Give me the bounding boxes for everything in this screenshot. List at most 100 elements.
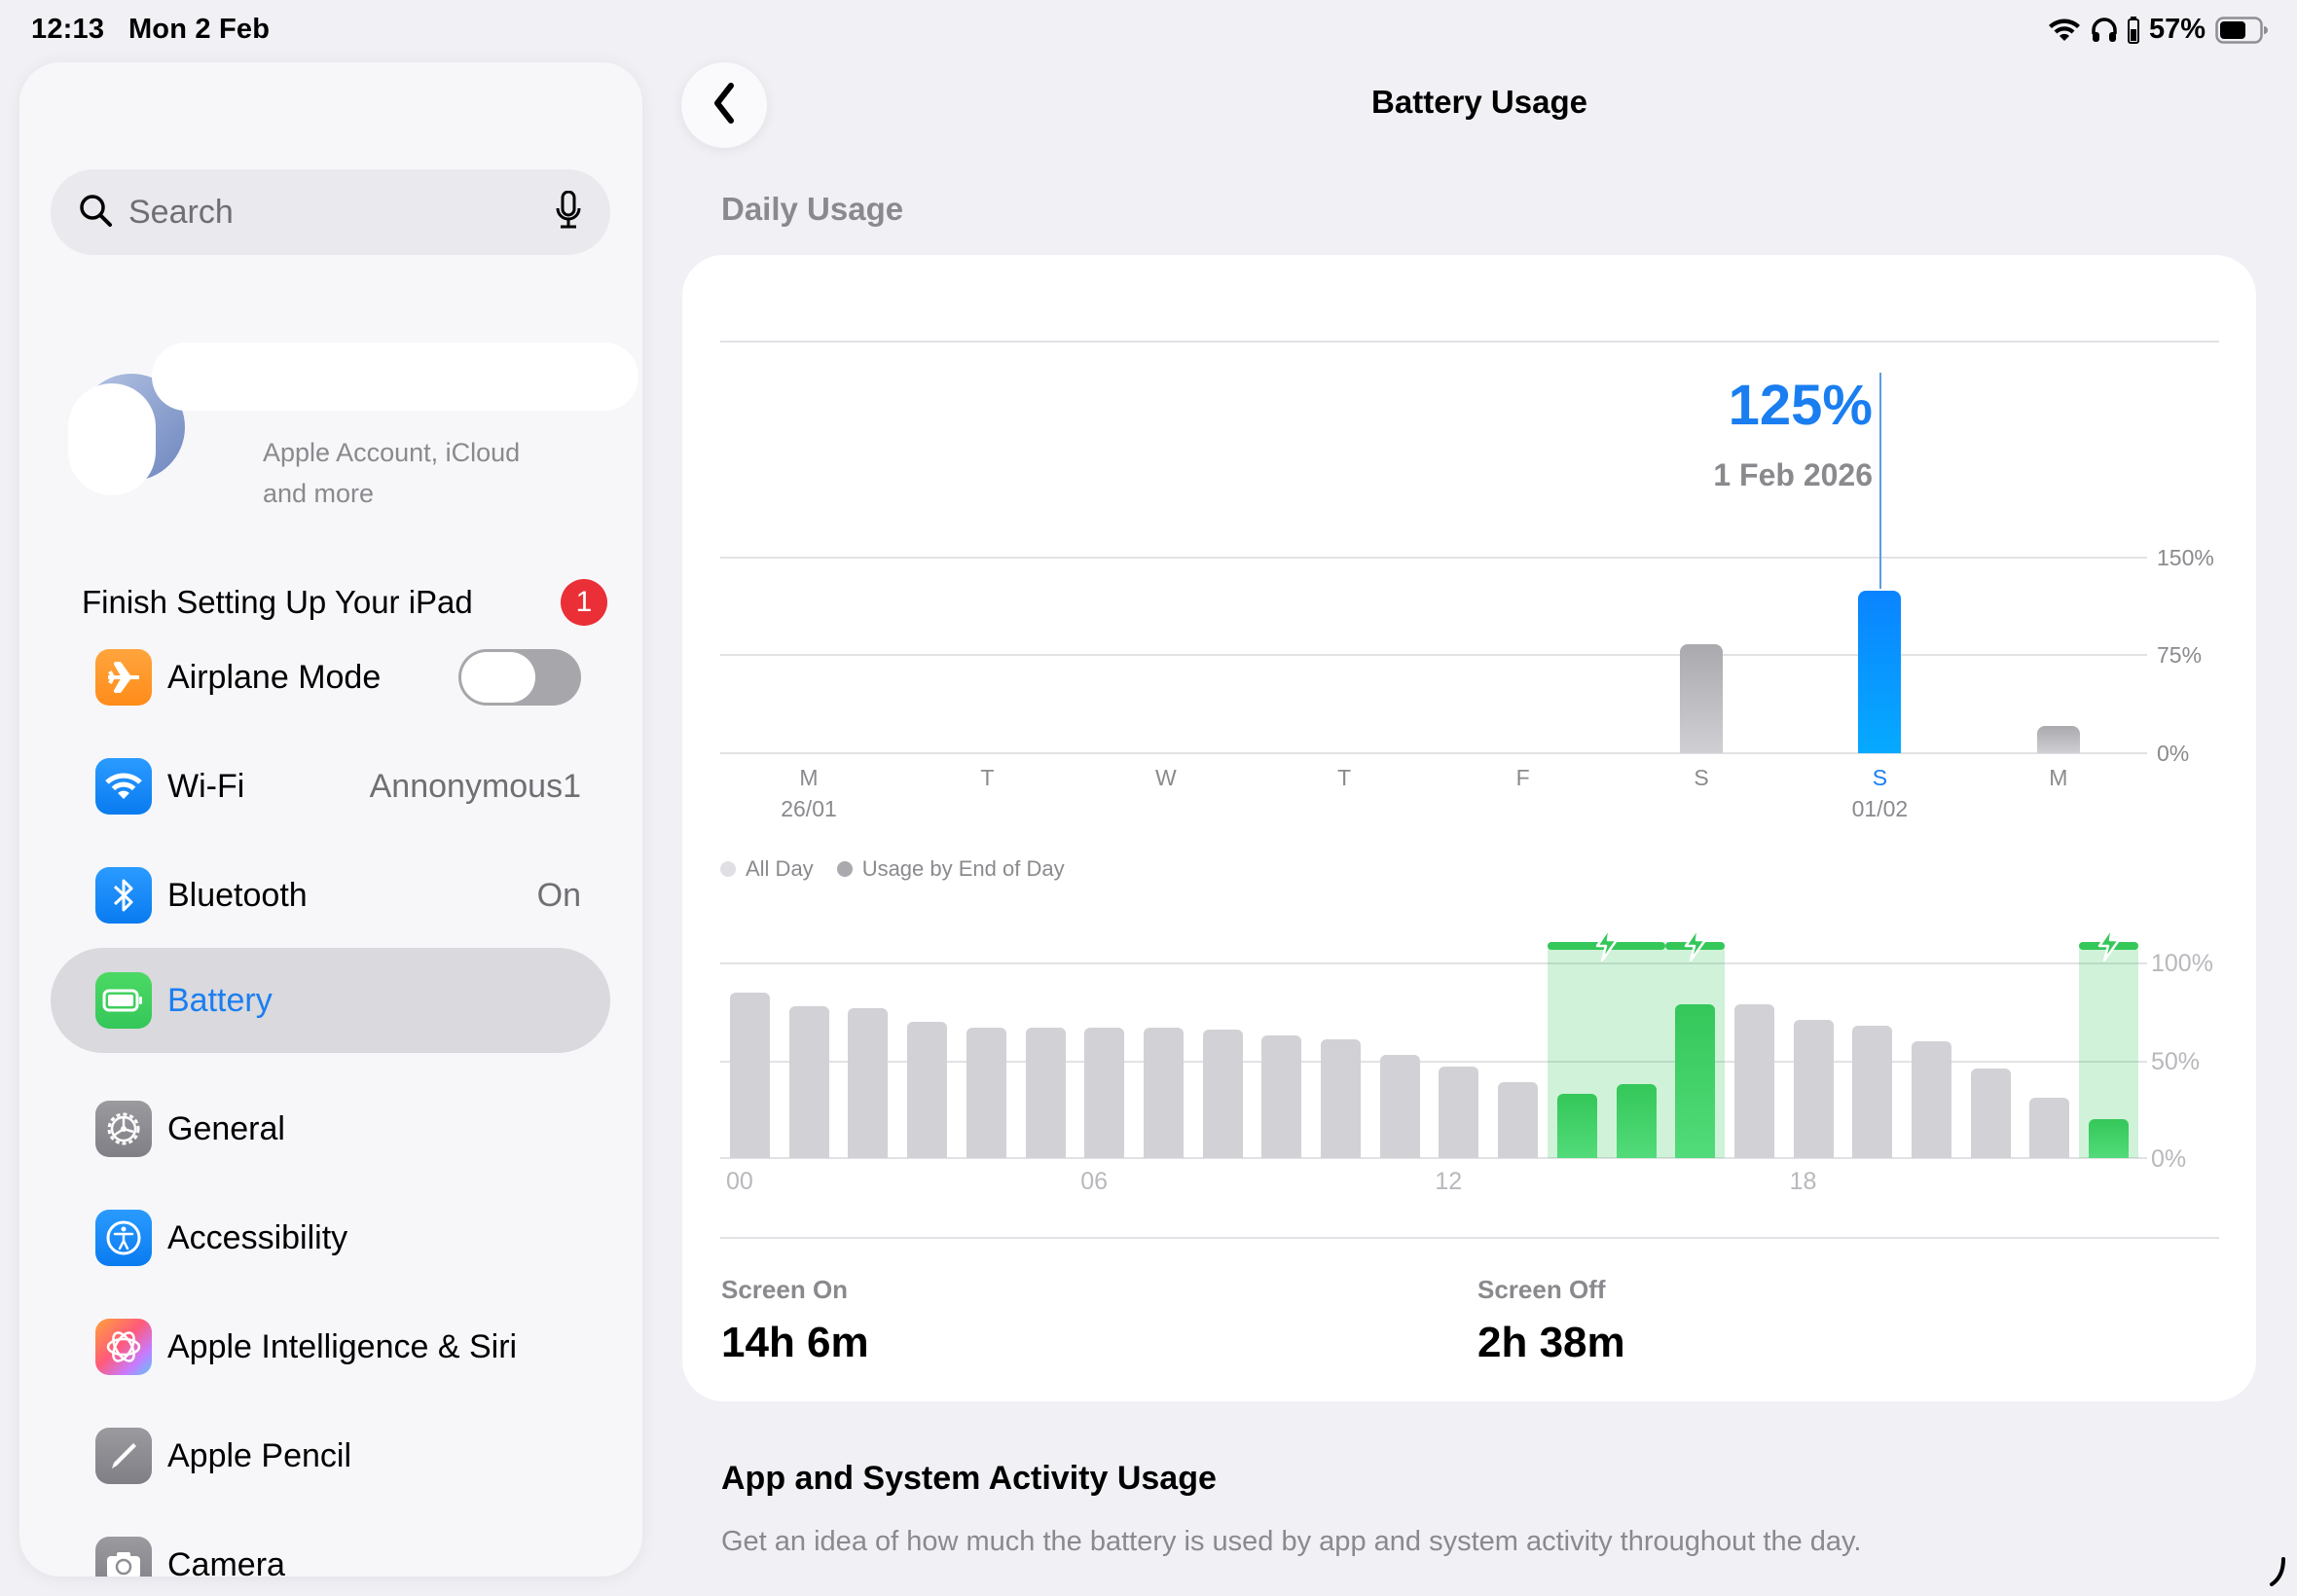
finish-setup-label: Finish Setting Up Your iPad bbox=[82, 584, 473, 620]
hourly-bar[interactable] bbox=[788, 1006, 829, 1158]
status-indicators: 57% bbox=[2048, 14, 2268, 46]
legend-dot-usage-end-of-day bbox=[836, 861, 853, 877]
hourly-bar[interactable] bbox=[848, 1008, 889, 1158]
hourly-bar[interactable] bbox=[1202, 1030, 1243, 1158]
y-tick-75: 75% bbox=[2157, 642, 2203, 668]
legend-usage-end-of-day: Usage by End of Day bbox=[861, 856, 1065, 881]
sidebar-item-bluetooth[interactable]: Bluetooth On bbox=[51, 843, 610, 948]
hourly-bar[interactable] bbox=[1439, 1067, 1479, 1158]
sidebar-item-wifi[interactable]: Wi-Fi Annonymous1 bbox=[51, 734, 610, 839]
battery-usage-card bbox=[682, 255, 2256, 1401]
airplane-icon bbox=[95, 649, 152, 706]
battery-percent: 57% bbox=[2148, 14, 2206, 45]
sidebar-item-label: General bbox=[167, 1109, 285, 1147]
day-label: T bbox=[980, 765, 995, 790]
charging-bolt-icon bbox=[1592, 925, 1622, 962]
corner-indicator-icon bbox=[2268, 1557, 2287, 1591]
redaction-mask bbox=[68, 383, 156, 495]
back-button[interactable] bbox=[681, 62, 767, 148]
daily-bar[interactable] bbox=[1858, 591, 1902, 753]
hourly-bar[interactable] bbox=[1970, 1069, 2011, 1158]
apple-account-row[interactable]: Apple Account, iCloud and more bbox=[68, 325, 638, 508]
activity-section-title: App and System Activity Usage bbox=[721, 1460, 1217, 1497]
status-time: 12:13 bbox=[31, 14, 105, 45]
y-tick-50: 50% bbox=[2151, 1048, 2201, 1075]
accessibility-icon bbox=[95, 1210, 152, 1266]
airplane-mode-toggle[interactable] bbox=[458, 649, 581, 706]
gridline-0 bbox=[720, 752, 2147, 754]
finish-setup-row[interactable]: Finish Setting Up Your iPad 1 bbox=[82, 573, 607, 632]
hour-label: 18 bbox=[1789, 1168, 1817, 1195]
hourly-bar[interactable] bbox=[1379, 1055, 1420, 1158]
search-input[interactable]: Search bbox=[128, 193, 234, 231]
hourly-bar[interactable] bbox=[1025, 1028, 1066, 1158]
hourly-bar[interactable] bbox=[1852, 1026, 1893, 1158]
hourly-bar[interactable] bbox=[1321, 1039, 1361, 1158]
legend-all-day: All Day bbox=[746, 856, 814, 881]
sidebar-item-label: Apple Pencil bbox=[167, 1436, 352, 1474]
wifi-network-name: Annonymous1 bbox=[369, 767, 581, 805]
sidebar-item-accessibility[interactable]: Accessibility bbox=[51, 1185, 610, 1290]
date-label: 01/02 bbox=[1851, 796, 1909, 821]
hourly-bar[interactable] bbox=[1733, 1004, 1774, 1158]
hourly-bar[interactable] bbox=[2089, 1119, 2130, 1158]
hourly-bar[interactable] bbox=[1912, 1041, 1951, 1158]
hourly-bar[interactable] bbox=[1498, 1082, 1539, 1158]
y-tick-100: 100% bbox=[2151, 950, 2213, 977]
sidebar-item-label: Airplane Mode bbox=[167, 658, 382, 696]
y-tick-0: 0% bbox=[2151, 1145, 2187, 1173]
sidebar-item-label: Accessibility bbox=[167, 1218, 348, 1256]
y-tick-150: 150% bbox=[2157, 545, 2214, 570]
search-icon bbox=[78, 193, 113, 233]
sidebar-item-camera[interactable]: Camera bbox=[51, 1512, 610, 1577]
day-label: S bbox=[1872, 765, 1888, 790]
search-bar[interactable]: Search bbox=[51, 169, 610, 255]
day-label: F bbox=[1515, 765, 1530, 790]
battery-icon bbox=[2215, 16, 2268, 44]
sidebar-item-label: Apple Intelligence & Siri bbox=[167, 1327, 518, 1365]
sidebar-item-battery[interactable]: Battery bbox=[51, 948, 610, 1053]
pencil-icon bbox=[95, 1428, 152, 1484]
hourly-bar[interactable] bbox=[1793, 1020, 1834, 1158]
hourly-bar[interactable] bbox=[1675, 1004, 1716, 1158]
date-label: 26/01 bbox=[781, 796, 837, 821]
day-label: T bbox=[1337, 765, 1352, 790]
hourly-bar[interactable] bbox=[1616, 1084, 1657, 1158]
status-date: Mon 2 Feb bbox=[128, 14, 271, 45]
sidebar-item-apple-intelligence-siri[interactable]: Apple Intelligence & Siri bbox=[51, 1294, 610, 1399]
hourly-bar[interactable] bbox=[1261, 1035, 1302, 1158]
screen-on-value: 14h 6m bbox=[721, 1319, 869, 1366]
sidebar-item-label: Camera bbox=[167, 1545, 285, 1578]
sidebar: Search Apple Account, iCloud and more Fi… bbox=[19, 62, 642, 1577]
hourly-bar[interactable] bbox=[966, 1028, 1006, 1158]
battery-icon bbox=[95, 972, 152, 1029]
daily-bar[interactable] bbox=[1680, 644, 1723, 753]
gridline-0 bbox=[720, 1157, 2147, 1159]
sidebar-item-label: Battery bbox=[167, 981, 273, 1019]
legend-dot-all-day bbox=[720, 861, 736, 877]
sidebar-item-general[interactable]: General bbox=[51, 1076, 610, 1181]
hourly-bar[interactable] bbox=[2029, 1098, 2070, 1158]
activity-section-description: Get an idea of how much the battery is u… bbox=[721, 1526, 1862, 1557]
bluetooth-status: On bbox=[536, 876, 581, 914]
sidebar-item-airplane-mode[interactable]: Airplane Mode bbox=[51, 625, 610, 730]
hourly-bar[interactable] bbox=[1143, 1028, 1184, 1158]
daily-bar[interactable] bbox=[2036, 726, 2080, 753]
gridline-150 bbox=[720, 557, 2147, 559]
sidebar-item-label: Wi-Fi bbox=[167, 767, 245, 805]
page-title: Battery Usage bbox=[1371, 84, 1587, 120]
hourly-bar[interactable] bbox=[1084, 1028, 1125, 1158]
hourly-bar[interactable] bbox=[730, 993, 770, 1158]
hourly-bar[interactable] bbox=[1556, 1094, 1597, 1158]
microphone-icon[interactable] bbox=[556, 190, 581, 235]
redacted-account-name bbox=[152, 343, 638, 411]
gridline-100 bbox=[720, 962, 2147, 964]
daily-usage-label: Daily Usage bbox=[721, 191, 904, 227]
sidebar-item-label: Bluetooth bbox=[167, 876, 308, 914]
sidebar-item-apple-pencil[interactable]: Apple Pencil bbox=[51, 1403, 610, 1508]
gridline-50 bbox=[720, 1061, 2147, 1063]
hourly-bar[interactable] bbox=[907, 1022, 948, 1158]
day-label: W bbox=[1154, 765, 1177, 790]
selection-indicator-line bbox=[1879, 373, 1881, 589]
hour-label: 06 bbox=[1080, 1168, 1108, 1195]
